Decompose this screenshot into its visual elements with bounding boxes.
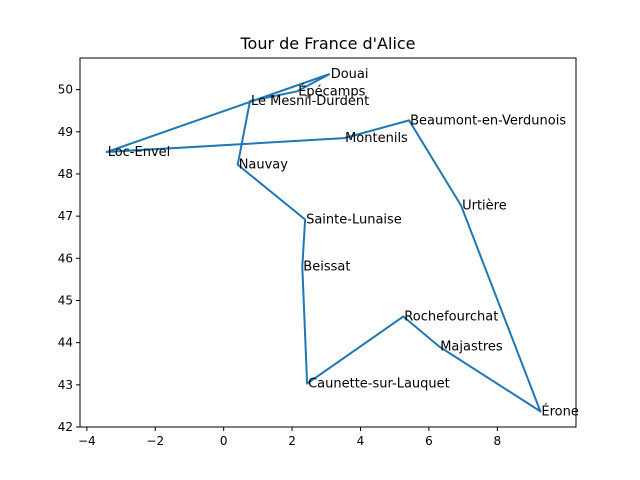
y-tick-label: 47	[58, 209, 73, 223]
point-label: Érone	[541, 403, 578, 419]
y-tick-label: 48	[58, 167, 73, 181]
point-label: Beissat	[303, 260, 350, 275]
y-tick-label: 46	[58, 251, 73, 265]
x-tick-label: 8	[494, 434, 502, 448]
x-tick-label: 4	[357, 434, 365, 448]
point-label: Montenils	[345, 131, 408, 146]
point-label: Caunette-sur-Lauquet	[308, 377, 450, 392]
axes-frame	[79, 57, 577, 428]
point-label: Majastres	[440, 340, 503, 355]
x-tick-label: −4	[78, 434, 96, 448]
y-tick-label: 49	[58, 125, 73, 139]
point-label: Douai	[331, 67, 369, 82]
y-tick-label: 43	[58, 378, 73, 392]
point-label: Épécamps	[298, 83, 365, 99]
point-label: Loc-Envel	[108, 145, 171, 160]
y-tick-label: 45	[58, 293, 73, 307]
x-tick-label: −2	[146, 434, 164, 448]
x-axis: −4 −2 0 2 4 6 8	[78, 427, 501, 448]
chart-title: Tour de France d'Alice	[239, 34, 415, 53]
point-label: Nauvay	[239, 158, 289, 173]
point-label: Urtière	[462, 199, 507, 214]
y-tick-label: 50	[58, 83, 73, 97]
point-label: Rochefourchat	[404, 310, 498, 325]
y-tick-label: 42	[58, 420, 73, 434]
x-tick-label: 6	[425, 434, 433, 448]
point-label: Sainte-Lunaise	[306, 213, 402, 228]
point-label: Beaumont-en-Verdunois	[410, 113, 566, 128]
point-label: Le Mesnil-Durdent	[251, 94, 369, 109]
y-tick-label: 44	[58, 336, 73, 350]
y-axis: 42 43 44 45 46 47 48 49 50	[58, 83, 80, 434]
route-line	[105, 73, 542, 413]
plot-area	[105, 73, 542, 413]
x-tick-label: 0	[220, 434, 228, 448]
x-tick-label: 2	[288, 434, 296, 448]
